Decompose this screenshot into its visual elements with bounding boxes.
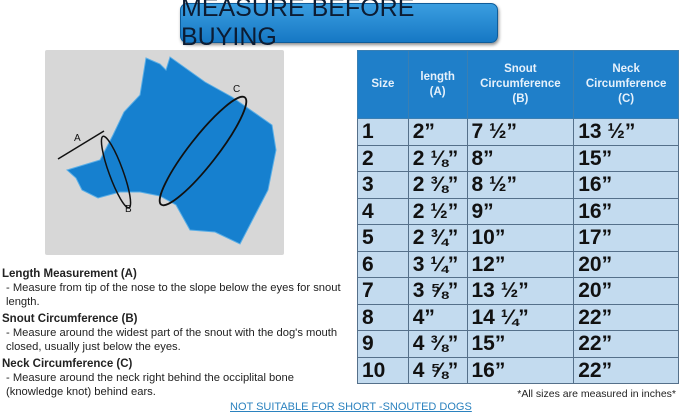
title-banner: MEASURE BEFORE BUYING [180, 0, 498, 51]
dog-measurement-diagram: A B C [45, 50, 284, 255]
table-row: 10 4 ⅝” 16” 22” [357, 356, 679, 384]
label-a: A [74, 133, 81, 144]
table-cell: 3 ¼” [407, 250, 468, 278]
table-cell: 9” [466, 197, 575, 225]
table-cell: 17” [573, 224, 679, 252]
table-cell: 16” [466, 356, 575, 384]
table-cell: 8 ½” [466, 171, 575, 199]
table-cell: 6 [357, 250, 409, 278]
table-cell: 2 ¾” [407, 224, 468, 252]
column-header: Neck Circumference (C) [573, 50, 679, 119]
table-cell: 15” [466, 330, 575, 358]
label-c: C [233, 84, 240, 95]
table-cell: 2” [407, 118, 468, 146]
table-cell: 4 [357, 197, 409, 225]
table-cell: 12” [466, 250, 575, 278]
table-cell: 7 ½” [466, 118, 575, 146]
table-cell: 2 [357, 144, 409, 172]
table-cell: 22” [573, 303, 679, 331]
instruction-snout: Snout Circumference (B) - Measure around… [2, 313, 338, 353]
table-cell: 16” [573, 171, 679, 199]
table-cell: 4” [407, 303, 468, 331]
table-cell: 3 [357, 171, 409, 199]
table-cell: 3 ⅝” [407, 277, 468, 305]
table-cell: 20” [573, 250, 679, 278]
instruction-length: Length Measurement (A) - Measure from ti… [2, 268, 341, 308]
column-header: Size [357, 50, 409, 119]
table-cell: 13 ½” [573, 118, 679, 146]
short-snout-warning-link[interactable]: NOT SUITABLE FOR SHORT -SNOUTED DOGS [230, 401, 472, 413]
table-cell: 5 [357, 224, 409, 252]
dog-silhouette [66, 56, 277, 245]
table-cell: 10 [357, 356, 409, 384]
size-chart-table: Size length (A) Snout Circumference (B) Neck Ci… [357, 50, 679, 384]
table-cell: 10” [466, 224, 575, 252]
table-cell: 15” [573, 144, 679, 172]
dog-head-illustration: A B C [57, 56, 277, 245]
measurement-instructions: Length Measurement (A) - Measure from ti… [2, 267, 352, 402]
table-cell: 20” [573, 277, 679, 305]
instruction-neck: Neck Circumference (C) - Measure around … [2, 358, 294, 398]
table-cell: 8 [357, 303, 409, 331]
table-cell: 2 ⅛” [407, 144, 468, 172]
table-cell: 4 ⅜” [407, 330, 468, 358]
units-note: *All sizes are measured in inches* [517, 388, 676, 400]
table-cell: 9 [357, 330, 409, 358]
table-cell: 2 ⅜” [407, 171, 468, 199]
table-cell: 22” [573, 356, 679, 384]
column-header: Snout Circumference (B) [466, 50, 575, 119]
table-cell: 13 ½” [466, 277, 575, 305]
table-cell: 22” [573, 330, 679, 358]
table-row: 1 2” 7 ½” 13 ½” [357, 118, 679, 146]
table-cell: 16” [573, 197, 679, 225]
table-cell: 14 ¼” [466, 303, 575, 331]
column-header: length (A) [407, 50, 468, 119]
table-cell: 4 ⅝” [407, 356, 468, 384]
label-b: B [125, 204, 132, 215]
table-cell: 8” [466, 144, 575, 172]
table-cell: 1 [357, 118, 409, 146]
table-cell: 7 [357, 277, 409, 305]
table-row: 8 4” 14 ¼” 22” [357, 303, 679, 331]
table-cell: 2 ½” [407, 197, 468, 225]
